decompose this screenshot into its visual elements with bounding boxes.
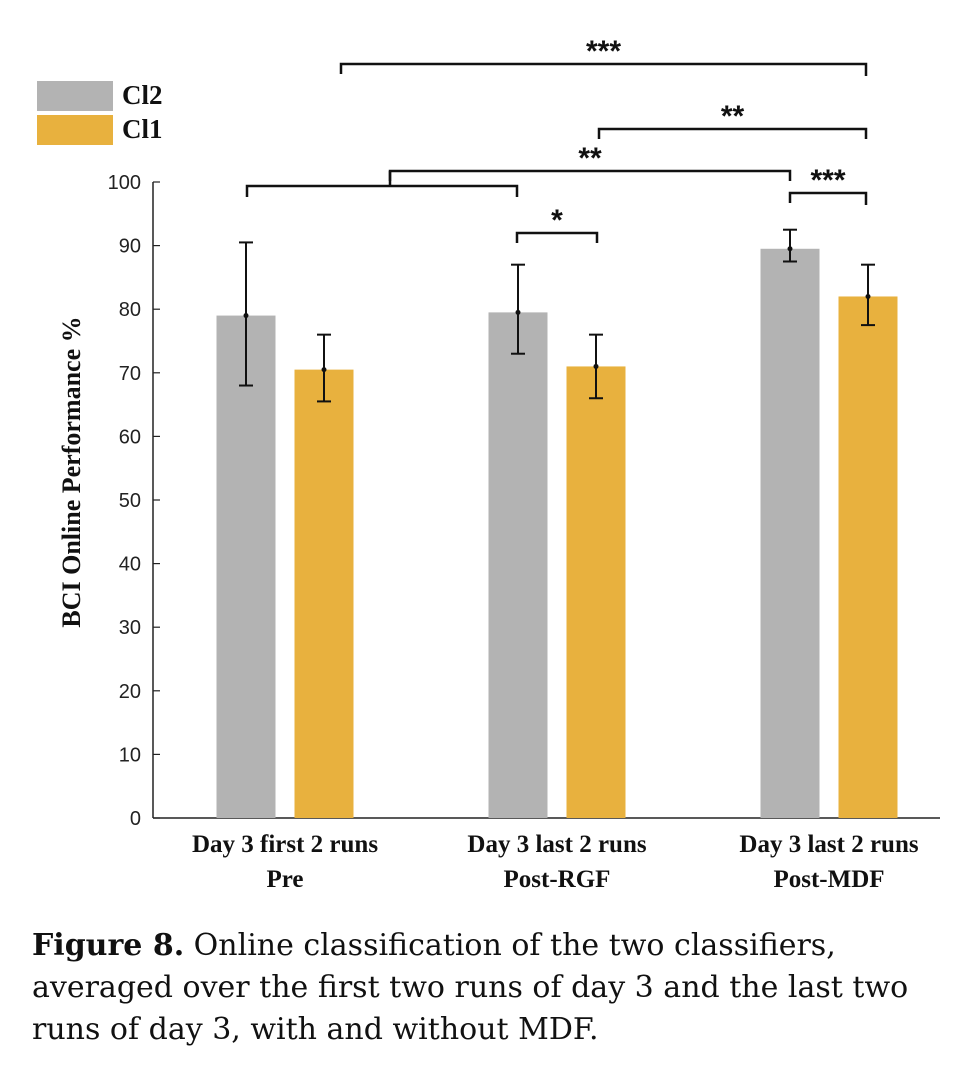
y-tick-label: 10 — [119, 744, 141, 766]
y-tick-label: 40 — [119, 554, 141, 576]
caption-label: Figure 8. — [32, 928, 185, 963]
bar-cl1-0 — [294, 369, 354, 818]
axes: 0 10 20 30 40 50 60 70 80 90 100 Day 3 first 2 runs… — [108, 172, 940, 893]
x-category-label: Pre — [266, 866, 303, 893]
y-tick-label: 60 — [119, 426, 141, 448]
legend-label-cl1: Cl1 — [122, 114, 163, 144]
y-tick-label: 20 — [119, 681, 141, 703]
significance-bracket-base — [245, 184, 519, 197]
legend-swatch-cl2 — [37, 81, 113, 111]
x-category-label: Day 3 last 2 runs — [739, 831, 918, 858]
significance-label: ** — [578, 142, 602, 175]
x-category-label: Post-MDF — [773, 866, 884, 893]
y-tick-label: 90 — [119, 236, 141, 258]
significance-bracket — [788, 191, 868, 205]
mean-marker — [515, 309, 521, 315]
bar-cl1-2 — [838, 296, 898, 819]
figure-caption: Figure 8. Online classification of the t… — [32, 925, 932, 1051]
caption-text: Online classification of the two classif… — [32, 928, 909, 1047]
significance-brackets: *********** — [245, 35, 868, 243]
bars — [216, 248, 898, 819]
y-tick-label: 50 — [119, 490, 141, 512]
x-category-label: Day 3 first 2 runs — [192, 831, 378, 858]
significance-bracket — [339, 62, 868, 76]
significance-label: ** — [721, 100, 745, 133]
y-tick-label: 70 — [119, 363, 141, 385]
significance-label: *** — [810, 164, 845, 197]
x-category-label: Day 3 last 2 runs — [467, 831, 646, 858]
y-tick-label: 0 — [130, 808, 141, 830]
y-tick-label: 30 — [119, 617, 141, 639]
significance-bracket — [597, 127, 868, 139]
mean-marker — [787, 246, 793, 252]
significance-bracket — [515, 231, 599, 243]
bar-cl2-2 — [760, 248, 820, 818]
mean-marker — [243, 313, 249, 319]
legend-swatch-cl1 — [37, 115, 113, 145]
y-axis-label: BCI Online Performance % — [57, 316, 86, 627]
error-bars — [239, 228, 875, 403]
significance-label: *** — [586, 35, 621, 68]
x-category-label: Post-RGF — [504, 866, 611, 893]
mean-marker — [321, 367, 327, 373]
legend-label-cl2: Cl2 — [122, 80, 163, 110]
significance-label: * — [551, 204, 563, 237]
bar-cl1-1 — [566, 366, 626, 818]
bar-cl2-1 — [488, 312, 548, 818]
mean-marker — [865, 293, 871, 299]
bar-cl2-0 — [216, 315, 276, 818]
y-tick-label: 80 — [119, 299, 141, 321]
bar-chart: 0 10 20 30 40 50 60 70 80 90 100 Day 3 first 2 runs… — [37, 35, 940, 893]
mean-marker — [593, 363, 599, 369]
y-tick-label: 100 — [108, 172, 141, 194]
